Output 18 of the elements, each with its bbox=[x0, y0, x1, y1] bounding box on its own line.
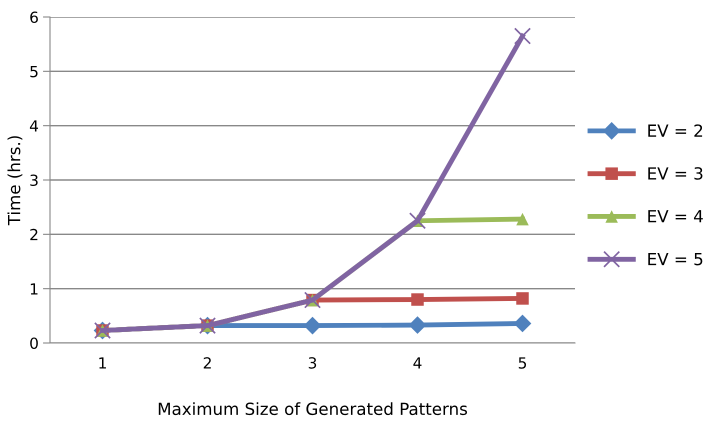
x-axis-title: Maximum Size of Generated Patterns bbox=[158, 402, 468, 416]
x-tick-label: 5 bbox=[518, 357, 526, 369]
y-tick-label: 1 bbox=[30, 283, 38, 294]
legend-label: EV = 4 bbox=[648, 210, 703, 222]
y-tick-label: 3 bbox=[30, 174, 38, 186]
x-tick-label: 1 bbox=[99, 357, 106, 368]
legend-label: EV = 3 bbox=[648, 167, 702, 180]
y-tick-label: 4 bbox=[30, 120, 38, 132]
y-axis-title: Time (hrs.) bbox=[7, 136, 22, 226]
x-tick-label: 3 bbox=[308, 357, 316, 369]
x-tick-label: 2 bbox=[204, 357, 211, 368]
y-tick-label: 0 bbox=[30, 337, 38, 350]
legend-label: EV = 2 bbox=[648, 124, 702, 137]
legend-label: EV = 5 bbox=[648, 252, 702, 266]
x-tick-label: 4 bbox=[413, 357, 422, 368]
y-tick-label: 5 bbox=[30, 66, 38, 78]
y-tick-label: 6 bbox=[30, 11, 38, 24]
y-tick-label: 2 bbox=[30, 228, 38, 240]
